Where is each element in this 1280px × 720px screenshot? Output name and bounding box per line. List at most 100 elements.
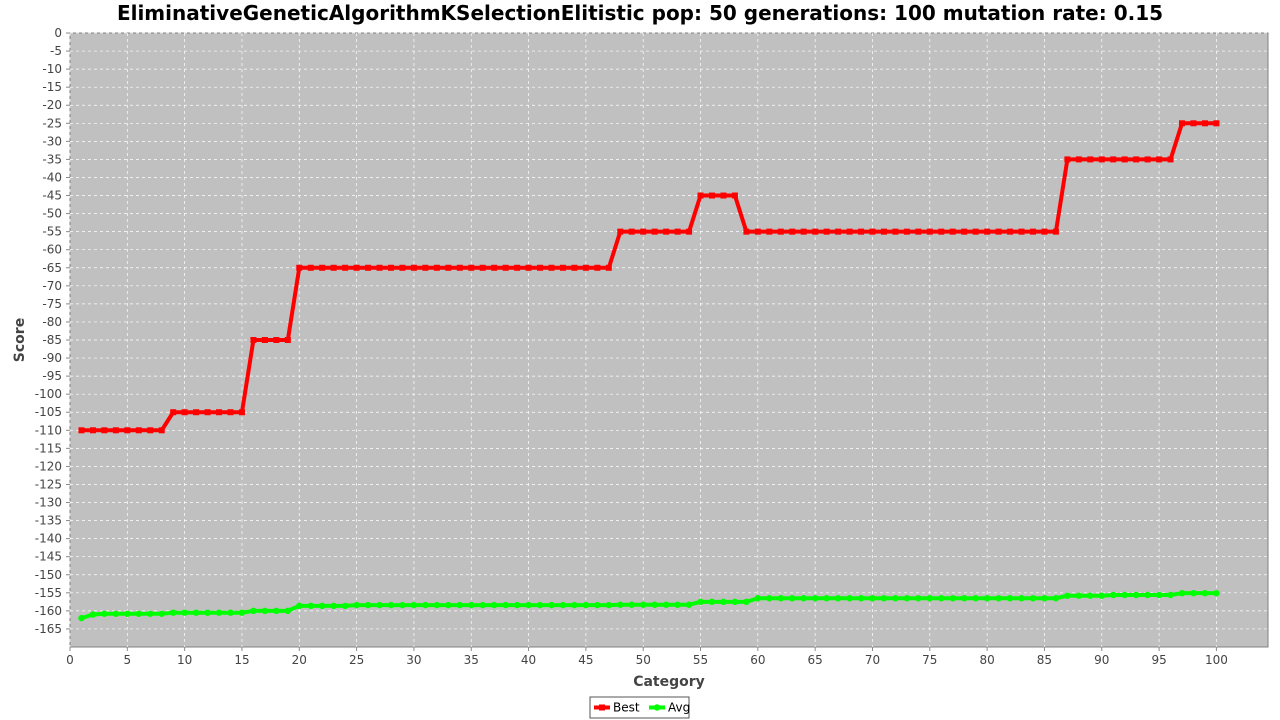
data-point <box>834 595 842 602</box>
data-point <box>811 595 819 602</box>
data-point <box>536 601 544 609</box>
data-point <box>1052 595 1060 602</box>
data-point <box>238 409 245 416</box>
x-tick-label: 100 <box>1205 653 1228 667</box>
data-point <box>1110 156 1117 163</box>
data-point <box>628 601 635 608</box>
chart-title: EliminativeGeneticAlgorithmKSelectionEli… <box>117 1 1163 25</box>
data-point <box>135 610 142 617</box>
data-point <box>1041 228 1048 235</box>
data-point <box>216 409 223 416</box>
y-tick-label: -85 <box>42 333 62 347</box>
data-point <box>376 601 383 609</box>
data-point <box>903 595 911 602</box>
y-tick-label: 0 <box>54 26 62 40</box>
y-tick-label: -75 <box>42 297 62 311</box>
data-point <box>238 609 246 616</box>
data-point <box>1132 591 1140 599</box>
data-point <box>594 264 601 271</box>
data-point <box>835 228 842 235</box>
data-point <box>743 228 750 235</box>
y-axis-label: Score <box>12 318 28 362</box>
y-tick-label: -100 <box>35 387 62 401</box>
data-point <box>708 192 715 199</box>
data-point <box>628 228 635 235</box>
y-tick-label: -55 <box>42 225 62 239</box>
data-point <box>365 264 372 271</box>
data-point <box>170 409 177 416</box>
data-point <box>674 601 681 608</box>
data-point <box>204 609 211 616</box>
y-tick-label: -160 <box>35 604 62 618</box>
data-point <box>754 595 762 602</box>
data-point <box>731 192 738 199</box>
legend: Best Avg <box>589 696 690 719</box>
data-point <box>640 228 647 235</box>
data-point <box>376 264 383 271</box>
data-point <box>261 337 268 343</box>
data-point <box>949 228 956 235</box>
data-point <box>158 610 165 617</box>
data-point <box>777 228 784 235</box>
y-tick-label: -50 <box>42 207 62 221</box>
x-tick-label: 0 <box>66 653 74 667</box>
data-point <box>124 427 131 434</box>
data-point <box>926 595 934 602</box>
data-point <box>227 609 234 616</box>
x-tick-label: 30 <box>406 653 421 667</box>
data-point <box>972 228 979 235</box>
data-point <box>468 264 475 271</box>
data-point <box>720 192 727 199</box>
data-point <box>513 601 521 609</box>
data-point <box>651 228 658 235</box>
data-point <box>1018 595 1025 602</box>
data-point <box>915 228 922 235</box>
data-point <box>1087 592 1094 599</box>
data-point <box>869 228 876 235</box>
x-tick-label: 45 <box>578 653 593 667</box>
data-point <box>823 595 830 602</box>
data-point <box>548 264 555 271</box>
y-tick-label: -10 <box>42 62 62 76</box>
data-point <box>582 601 590 609</box>
y-tick-label: -70 <box>42 279 62 293</box>
data-point <box>789 595 796 602</box>
data-point <box>1041 595 1048 602</box>
x-tick-label: 25 <box>349 653 364 667</box>
y-tick-label: -135 <box>35 514 62 528</box>
data-point <box>892 595 899 602</box>
data-point <box>399 264 406 271</box>
data-point <box>1144 591 1151 599</box>
data-point <box>571 601 578 609</box>
data-point <box>1133 156 1140 163</box>
data-point <box>789 228 796 235</box>
x-tick-label: 65 <box>808 653 823 667</box>
data-point <box>341 602 349 610</box>
y-tick-label: -35 <box>42 152 62 166</box>
series-line-avg <box>80 591 1217 621</box>
y-tick-label: -30 <box>42 134 62 148</box>
data-point <box>731 598 739 606</box>
data-point <box>1201 120 1208 127</box>
x-tick-label: 55 <box>693 653 708 667</box>
data-point <box>387 601 395 609</box>
data-point <box>261 607 269 615</box>
data-point <box>949 595 956 602</box>
y-tick-label: -65 <box>42 261 62 275</box>
data-point <box>880 228 887 235</box>
data-point <box>1029 595 1037 602</box>
data-point <box>89 427 96 434</box>
data-point <box>926 228 933 235</box>
series-avg <box>78 589 1220 622</box>
data-point <box>823 228 830 235</box>
y-tick-label: -95 <box>42 369 62 383</box>
data-point <box>422 264 429 271</box>
data-point <box>984 228 991 235</box>
data-point <box>1201 589 1209 597</box>
data-point <box>112 610 120 617</box>
data-point <box>192 609 200 616</box>
data-point <box>78 614 85 622</box>
x-tick-label: 20 <box>292 653 307 667</box>
data-point <box>319 264 326 271</box>
data-point <box>1213 589 1220 597</box>
